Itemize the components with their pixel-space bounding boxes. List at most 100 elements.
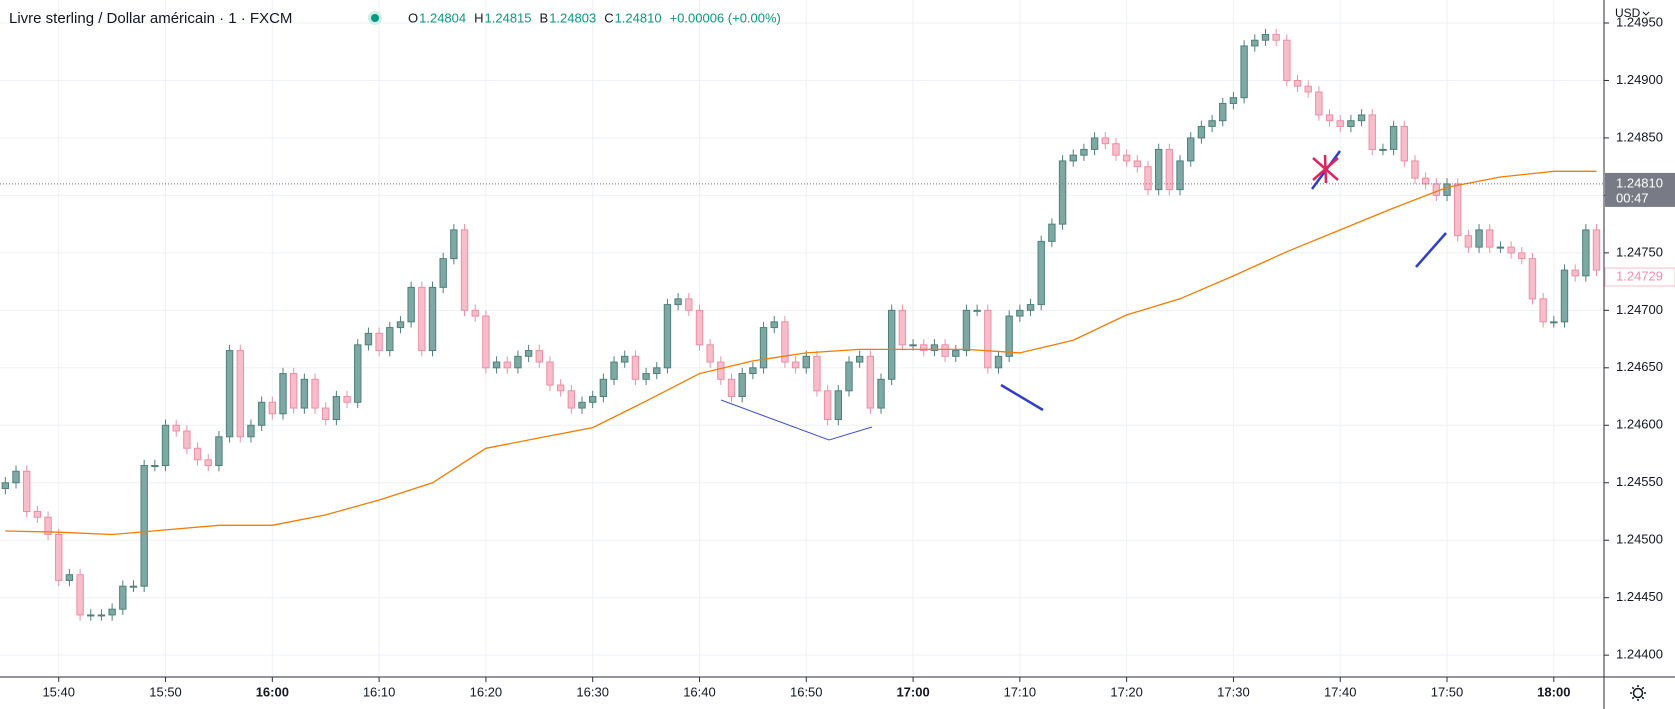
candle-body <box>1550 321 1558 324</box>
candle-body <box>428 286 437 352</box>
candle-body <box>1443 183 1451 196</box>
candle-body <box>567 390 576 409</box>
candle-body <box>1336 120 1344 127</box>
candle-body <box>546 361 554 386</box>
candle-body <box>1560 269 1569 323</box>
candle-body <box>813 355 821 392</box>
candle-body <box>204 459 212 467</box>
candle-body <box>1 482 10 489</box>
countdown: 00:47 <box>1616 190 1649 205</box>
x-tick-label: 15:50 <box>149 684 182 699</box>
candle-body <box>1539 298 1547 323</box>
candle-body <box>1453 183 1462 237</box>
candle-body <box>855 355 864 363</box>
candle-body <box>1261 33 1270 41</box>
candle-body <box>322 407 330 421</box>
candle-body <box>984 309 992 369</box>
candle-body <box>599 378 608 398</box>
candle-body <box>1026 304 1035 311</box>
x-tick-label: 17:20 <box>1110 684 1143 699</box>
candle-body <box>1005 315 1013 357</box>
ohlc-key: B <box>540 10 549 25</box>
candle-body <box>1101 137 1109 145</box>
candle-body <box>1518 252 1526 260</box>
y-tick-label: 1.24550 <box>1616 474 1663 489</box>
currency[interactable]: USD <box>1615 6 1641 20</box>
candle-body <box>1058 160 1067 225</box>
candle-body <box>866 355 875 409</box>
candle-body <box>1154 148 1163 191</box>
x-tick-label: 17:40 <box>1324 684 1357 699</box>
grid <box>0 0 1604 677</box>
price-badge-label: 1.24810 <box>1616 175 1663 190</box>
ohlc-key: O <box>408 10 418 25</box>
drawing-line <box>1415 232 1447 268</box>
candle-body <box>770 321 778 329</box>
candle-body <box>65 574 74 581</box>
candle-body <box>1582 229 1590 277</box>
candle-body <box>1571 269 1579 277</box>
candle-body <box>1133 160 1142 168</box>
candle-body <box>33 510 42 518</box>
candle-body <box>1464 235 1473 248</box>
candle-body <box>129 585 138 588</box>
candle-body <box>279 373 287 415</box>
candle-body <box>1379 148 1387 151</box>
candle-body <box>823 390 832 421</box>
drawing-line <box>1000 383 1044 412</box>
x-tick-label: 16:50 <box>790 684 823 699</box>
settings-icon[interactable] <box>1630 685 1646 701</box>
candle-body <box>450 229 458 260</box>
candle-body <box>834 390 843 421</box>
candle-body <box>973 309 981 312</box>
candle-body <box>140 465 148 587</box>
y-tick-label: 1.24750 <box>1616 244 1663 259</box>
candle-body <box>1272 33 1280 41</box>
y-tick-label: 1.24850 <box>1616 129 1663 144</box>
candle-body <box>76 574 84 616</box>
legend: Livre sterling / Dollar américain · 1 · … <box>9 10 781 27</box>
y-tick-label: 1.24950 <box>1616 14 1663 29</box>
candle-body <box>888 309 896 380</box>
candle-body <box>1229 97 1238 104</box>
candle-body <box>653 367 661 375</box>
candle-body <box>503 361 511 369</box>
candle-body <box>1325 114 1334 122</box>
x-tick-label: 16:10 <box>363 684 396 699</box>
candle-body <box>930 344 939 352</box>
x-tick-label: 16:30 <box>576 684 609 699</box>
candle-body <box>1251 39 1259 47</box>
ohlc-key: H <box>474 10 483 25</box>
candle-body <box>1016 309 1024 317</box>
candle-body <box>621 355 629 363</box>
candle-body <box>161 424 170 467</box>
candle-body <box>407 286 415 323</box>
candle-body <box>514 355 522 369</box>
candle-body <box>55 533 63 581</box>
candle-body <box>588 396 597 403</box>
candle-body <box>257 401 266 426</box>
change: +0.00006 (+0.00%) <box>670 10 781 25</box>
candle-body <box>492 361 501 369</box>
candle-body <box>236 350 244 438</box>
candle-body <box>706 344 714 363</box>
candle-body <box>1496 246 1505 249</box>
candle-body <box>471 309 479 317</box>
candle-body <box>44 516 52 535</box>
candle-body <box>396 321 405 329</box>
moving-average <box>5 170 1597 536</box>
candle-body <box>674 298 682 306</box>
candle-body <box>994 355 1003 369</box>
drawings <box>720 150 1447 441</box>
candle-body <box>289 373 298 409</box>
candle-body <box>781 321 789 363</box>
candle-body <box>268 401 277 415</box>
currency-caret <box>1642 11 1650 16</box>
ohlc-value: 1.24815 <box>485 10 532 25</box>
candle-body <box>1219 102 1227 122</box>
candle-body <box>877 378 885 409</box>
candle-body <box>952 350 960 357</box>
candle-body <box>108 608 116 616</box>
